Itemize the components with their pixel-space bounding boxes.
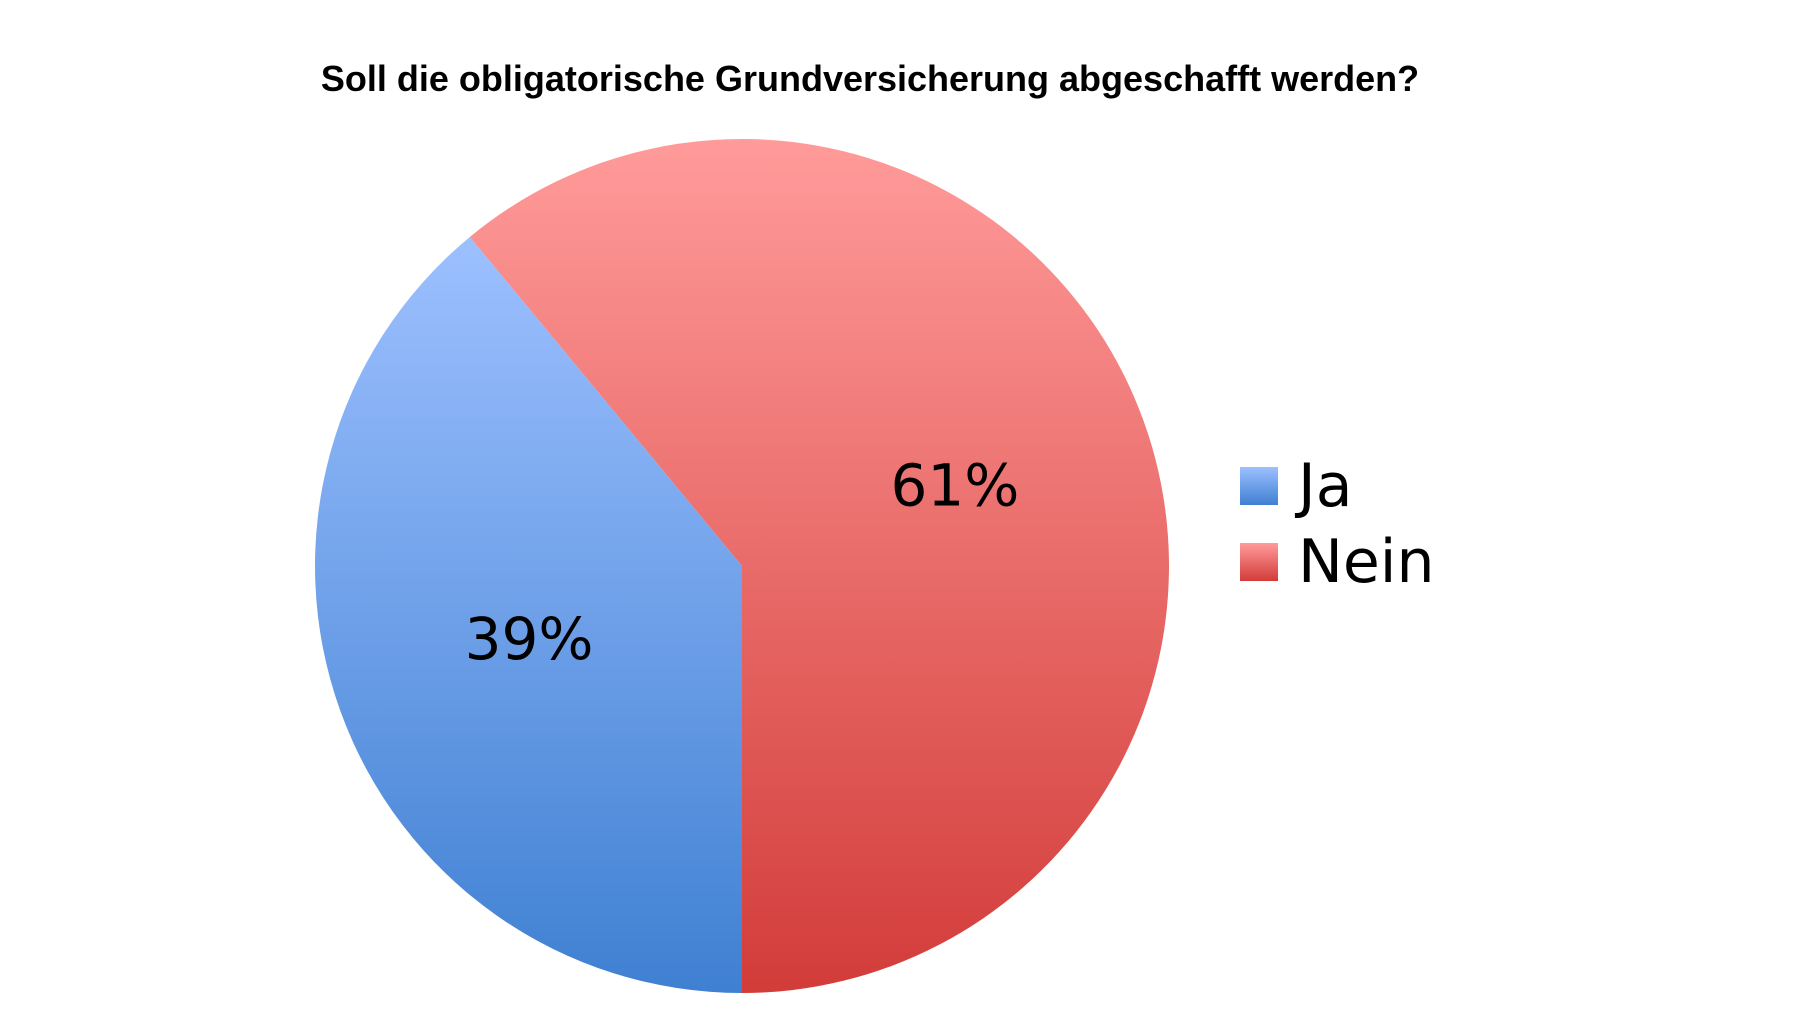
chart-title: Soll die obligatorische Grundversicherun… <box>320 58 1420 99</box>
pie-slice-nein <box>469 139 1169 993</box>
slice-label-nein: 61% <box>890 451 1019 519</box>
legend-swatch-ja <box>1240 467 1278 505</box>
slice-label-ja: 39% <box>465 605 594 673</box>
legend-swatch-nein <box>1240 543 1278 581</box>
legend-label-nein: Nein <box>1298 527 1435 597</box>
legend-item-nein: Nein <box>1240 524 1435 600</box>
chart-legend: Ja Nein <box>1240 448 1435 600</box>
legend-label-ja: Ja <box>1298 451 1353 521</box>
pie-slice-ja <box>314 236 742 994</box>
legend-item-ja: Ja <box>1240 448 1435 524</box>
